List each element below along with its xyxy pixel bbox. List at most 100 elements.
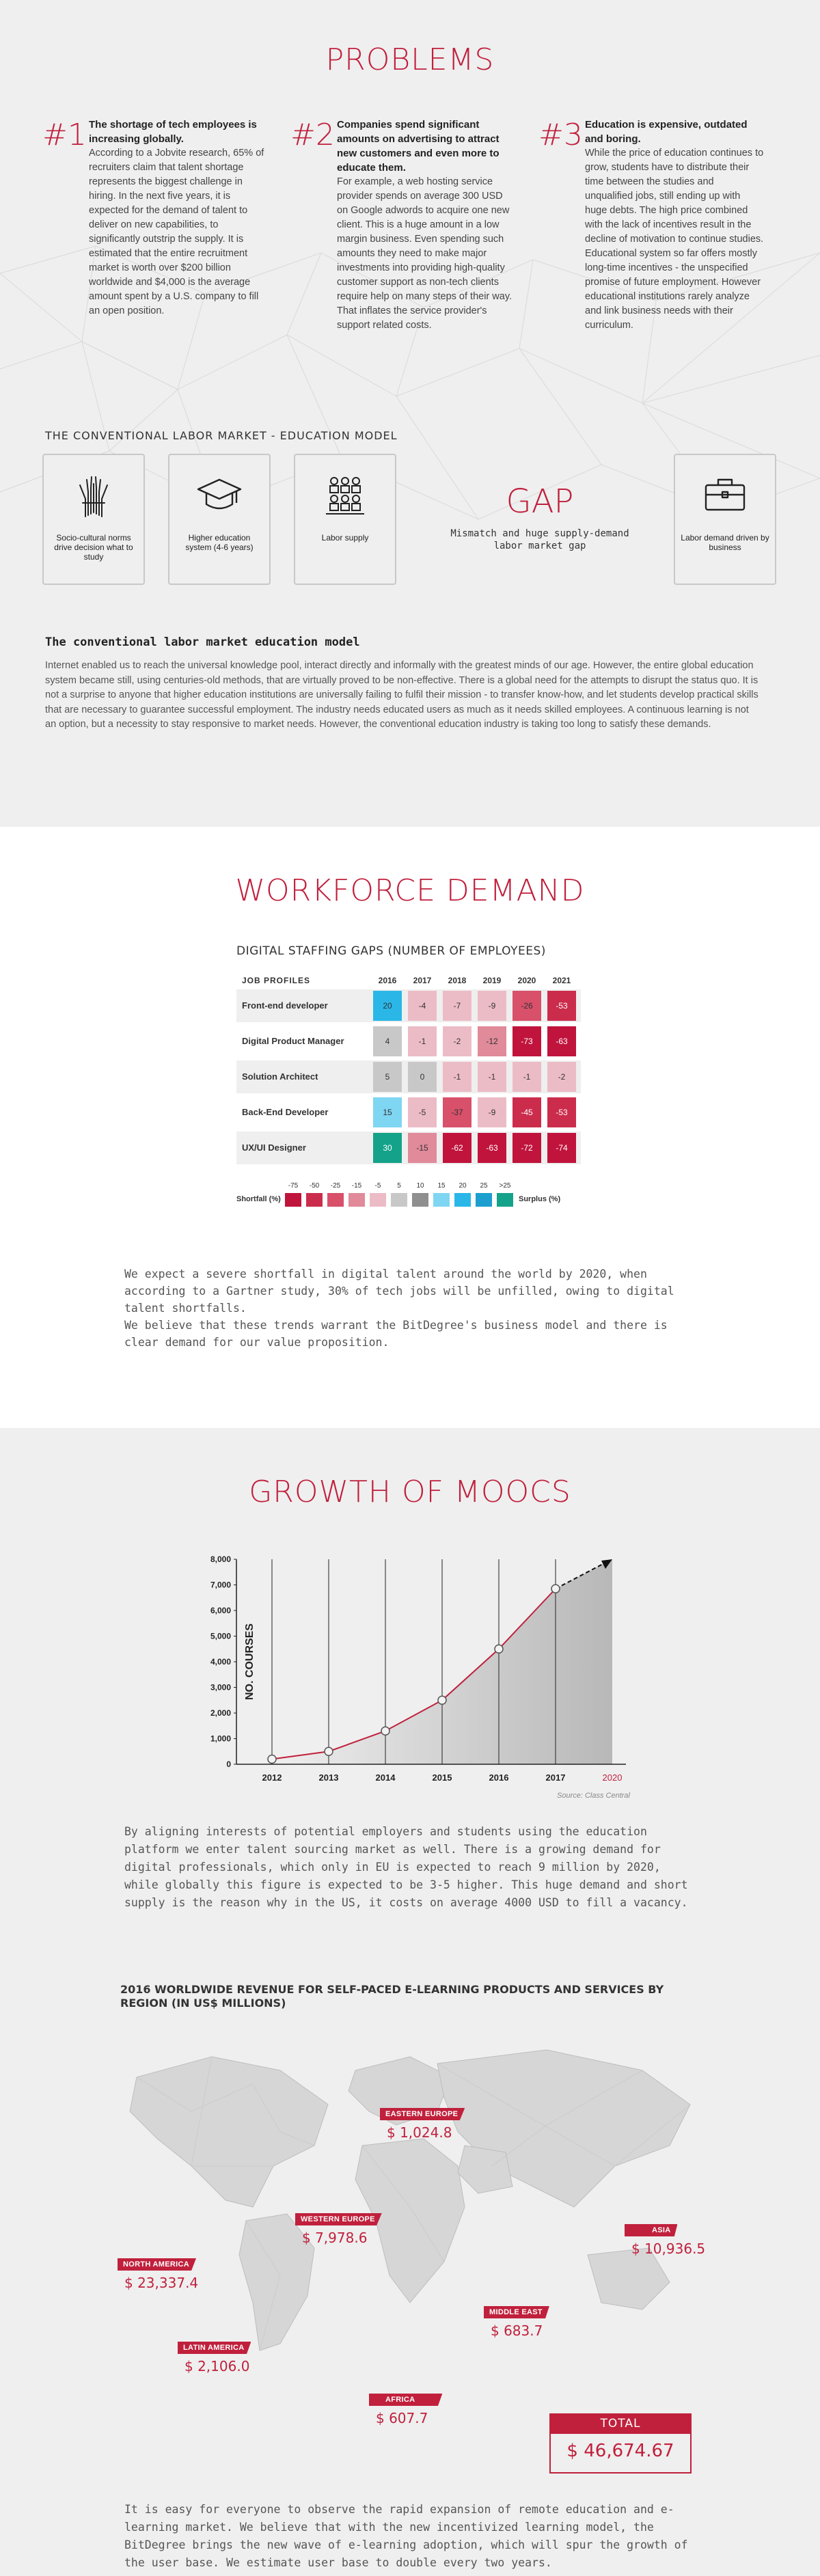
legend-step-label: -50 bbox=[309, 1182, 320, 1190]
staffing-gaps-table: JOB PROFILES 2016 2017 2018 2019 2020 2021 Fron… bbox=[236, 972, 581, 1167]
problems-title: PROBLEMS bbox=[325, 42, 495, 77]
labor-card-norms: Socio-cultural norms drive decision what… bbox=[42, 454, 145, 585]
data-point bbox=[324, 1746, 333, 1756]
gap-cell: -37 bbox=[443, 1097, 472, 1127]
legend-step-label: -5 bbox=[374, 1182, 381, 1190]
revenue-total: TOTAL $ 46,674.67 bbox=[549, 2413, 692, 2474]
region-name: WESTERN EUROPE bbox=[295, 2213, 382, 2225]
header-label: JOB PROFILES bbox=[242, 976, 311, 985]
y-axis-label: NO. COURSES bbox=[244, 1623, 256, 1700]
legend-step-label: 25 bbox=[480, 1182, 488, 1190]
gap-cell: -45 bbox=[512, 1097, 541, 1127]
model-text: Internet enabled us to reach the univers… bbox=[45, 660, 758, 730]
x-tick-label: 2014 bbox=[376, 1772, 396, 1783]
region-name: MIDDLE EAST bbox=[484, 2306, 549, 2318]
workforce-paragraph: We believe that these trends warrant the… bbox=[124, 1319, 668, 1349]
projection-arrowhead bbox=[601, 1559, 612, 1569]
legend-swatch bbox=[348, 1193, 365, 1207]
gap-cell: 0 bbox=[408, 1062, 437, 1092]
shortfall-label: Shortfall (%) bbox=[236, 1195, 281, 1203]
problems-section: PROBLEMS #1 The shortage of tech employe… bbox=[0, 0, 820, 827]
region-eastern-europe: EASTERN EUROPE $ 1,024.8 bbox=[380, 2107, 465, 2141]
problem-number: #3 bbox=[538, 118, 583, 152]
legend-step-label: -25 bbox=[330, 1182, 341, 1190]
graduation-cap-icon bbox=[197, 478, 242, 510]
table-row: Back-End Developer 15 -5 -37 -9 -45 -53 bbox=[236, 1096, 581, 1132]
staffing-gaps-title: DIGITAL STAFFING GAPS (NUMBER OF EMPLOYE… bbox=[236, 944, 546, 958]
gap-cell: 15 bbox=[373, 1097, 402, 1127]
row-background bbox=[370, 1132, 581, 1164]
region-name: ASIA bbox=[625, 2224, 678, 2236]
workers-group-icon bbox=[326, 477, 364, 515]
region-latin-america: LATIN AMERICA $ 2,106.0 bbox=[178, 2341, 251, 2374]
y-tick-label: 5,000 bbox=[210, 1632, 231, 1641]
labor-card-label: Higher education system (4-6 years) bbox=[185, 533, 254, 552]
problem-number: #2 bbox=[290, 118, 335, 152]
series-line bbox=[271, 1588, 556, 1760]
gap-cell: 5 bbox=[373, 1062, 402, 1092]
workforce-text: We expect a severe shortfall in digital … bbox=[124, 1265, 698, 1351]
data-point bbox=[551, 1584, 560, 1593]
moocs-text: By aligning interests of potential emplo… bbox=[124, 1825, 688, 1909]
legend-swatch bbox=[285, 1193, 301, 1207]
legend-step-label: 10 bbox=[416, 1182, 424, 1190]
data-point bbox=[267, 1754, 277, 1764]
gap-cell: -63 bbox=[547, 1026, 576, 1056]
labor-card-education: Higher education system (4-6 years) bbox=[168, 454, 271, 585]
region-value: $ 10,936.5 bbox=[631, 2241, 706, 2257]
chart-source: Source: Class Central bbox=[557, 1792, 630, 1800]
problem-number: #1 bbox=[42, 118, 87, 152]
gap-cell: -1 bbox=[478, 1062, 506, 1092]
gap-cell: -15 bbox=[408, 1133, 437, 1163]
moocs-section: GROWTH OF MOOCS 0 1,000 2,000 3,000 4,000 5,0… bbox=[0, 1428, 820, 2576]
region-value: $ 7,978.6 bbox=[302, 2230, 368, 2246]
job-profile-label: Back-End Developer bbox=[242, 1107, 329, 1117]
legend-step-label: 20 bbox=[459, 1182, 467, 1190]
region-value: $ 683.7 bbox=[491, 2322, 543, 2339]
legend-step-label: >25 bbox=[499, 1182, 511, 1190]
world-map bbox=[129, 2049, 691, 2351]
gap-cell: -1 bbox=[512, 1062, 541, 1092]
gap-cell: -1 bbox=[443, 1062, 472, 1092]
region-value: $ 2,106.0 bbox=[184, 2358, 250, 2374]
legend-swatch bbox=[412, 1193, 428, 1207]
problem-body: According to a Jobvite research, 65% of … bbox=[89, 148, 264, 316]
table-header-row: JOB PROFILES 2016 2017 2018 2019 2020 2021 bbox=[236, 972, 581, 989]
region-name: EASTERN EUROPE bbox=[380, 2108, 465, 2120]
gap-cell: -53 bbox=[547, 991, 576, 1021]
legend-step-label: -15 bbox=[351, 1182, 362, 1190]
table-row: Digital Product Manager 4 -1 -2 -12 -73 -63 bbox=[236, 1025, 581, 1060]
region-name: AFRICA bbox=[369, 2394, 443, 2406]
region-value: $ 1,024.8 bbox=[387, 2124, 452, 2141]
workforce-section: WORKFORCE DEMAND DIGITAL STAFFING GAPS (… bbox=[0, 827, 820, 1428]
y-tick-label: 2,000 bbox=[210, 1708, 231, 1718]
labor-card-label: Labor supply bbox=[321, 533, 369, 543]
table-row: Solution Architect 5 0 -1 -1 -1 -2 bbox=[236, 1060, 581, 1096]
row-background bbox=[370, 1060, 581, 1093]
legend-swatch bbox=[433, 1193, 450, 1207]
region-name: LATIN AMERICA bbox=[178, 2342, 251, 2354]
hands-raised-icon bbox=[79, 476, 108, 517]
legend-swatch bbox=[454, 1193, 471, 1207]
table-row: UX/UI Designer 30 -15 -62 -63 -72 -74 bbox=[236, 1132, 581, 1167]
table-row: Front-end developer 20 -4 -7 -9 -26 -53 bbox=[236, 989, 581, 1025]
gap-cell: 4 bbox=[373, 1026, 402, 1056]
gap-cell: -7 bbox=[443, 991, 472, 1021]
x-tick-label: 2017 bbox=[546, 1772, 566, 1783]
area-fill bbox=[272, 1559, 612, 1764]
problem-3: #3 Education is expensive, outdated and … bbox=[538, 118, 764, 333]
labor-card-demand: Labor demand driven by business bbox=[674, 454, 776, 585]
region-africa: AFRICA $ 607.7 bbox=[369, 2393, 443, 2426]
gap-cell: -5 bbox=[408, 1097, 437, 1127]
data-point bbox=[437, 1695, 447, 1705]
year-header: 2020 bbox=[517, 976, 536, 985]
surplus-label: Surplus (%) bbox=[519, 1195, 561, 1203]
gap-cell: -9 bbox=[478, 1097, 506, 1127]
y-tick-label: 6,000 bbox=[210, 1606, 231, 1615]
x-tick-label: 2015 bbox=[433, 1772, 452, 1783]
problem-2: #2 Companies spend significant amounts o… bbox=[290, 118, 516, 333]
legend-step-label: 5 bbox=[397, 1182, 401, 1190]
job-profile-label: Solution Architect bbox=[236, 1060, 370, 1093]
gap-title: GAP bbox=[506, 482, 574, 521]
gap-cell: 30 bbox=[373, 1133, 402, 1163]
